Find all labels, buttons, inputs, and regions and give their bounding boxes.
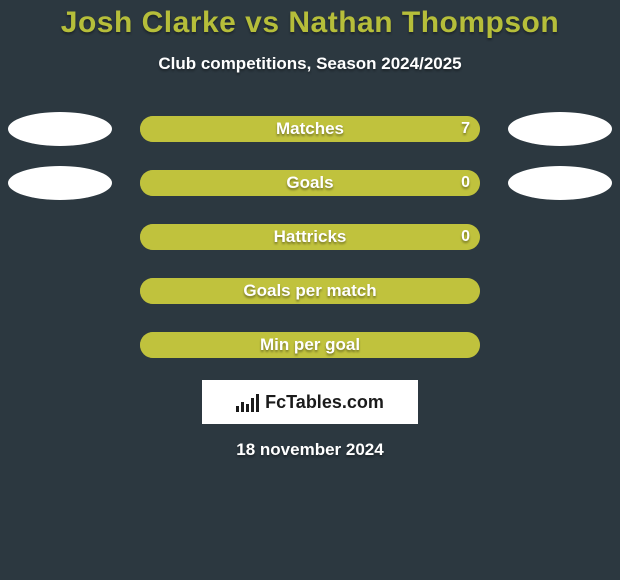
stat-label: Min per goal: [260, 335, 360, 355]
stat-row: Matches 7: [0, 112, 620, 146]
stat-bar: Goals 0: [140, 170, 480, 196]
stat-bar: Min per goal: [140, 332, 480, 358]
stat-label: Hattricks: [274, 227, 347, 247]
stat-row: Min per goal: [0, 328, 620, 362]
player-left-badge: [8, 112, 112, 146]
stat-bar: Hattricks 0: [140, 224, 480, 250]
stat-label: Matches: [276, 119, 344, 139]
stat-value-right: 7: [461, 120, 470, 138]
stat-bar: Goals per match: [140, 278, 480, 304]
stat-row: Hattricks 0: [0, 220, 620, 254]
stat-rows: Matches 7 Goals 0 Hattricks 0 Goals per match M…: [0, 112, 620, 362]
player-right-badge: [508, 112, 612, 146]
subtitle: Club competitions, Season 2024/2025: [0, 54, 620, 74]
stat-row: Goals 0: [0, 166, 620, 200]
comparison-infographic: Josh Clarke vs Nathan Thompson Club comp…: [0, 0, 620, 580]
player-left-badge: [8, 166, 112, 200]
page-title: Josh Clarke vs Nathan Thompson: [0, 0, 620, 40]
logo-text: FcTables.com: [265, 392, 384, 413]
stat-label: Goals per match: [243, 281, 376, 301]
logo-chart-icon: [236, 392, 259, 412]
stat-row: Goals per match: [0, 274, 620, 308]
date-text: 18 november 2024: [0, 440, 620, 460]
stat-value-right: 0: [461, 174, 470, 192]
stat-bar: Matches 7: [140, 116, 480, 142]
stat-label: Goals: [286, 173, 333, 193]
logo-box: FcTables.com: [202, 380, 418, 424]
player-right-badge: [508, 166, 612, 200]
stat-value-right: 0: [461, 228, 470, 246]
